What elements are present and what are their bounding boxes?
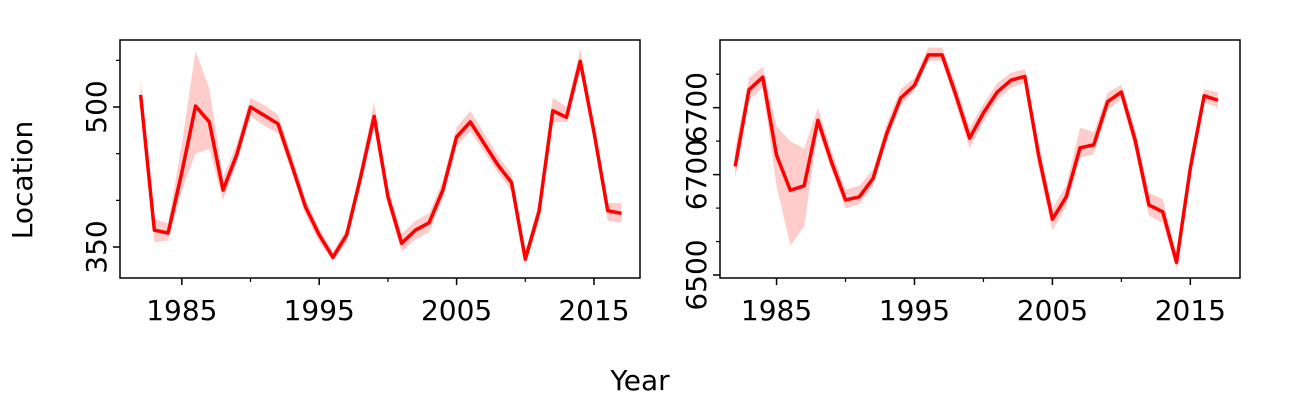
x-tick-label: 1995 <box>879 294 950 327</box>
y-axis-label: Location <box>6 121 39 239</box>
x-tick-label: 2005 <box>1017 294 1088 327</box>
x-tick-label: 2005 <box>421 294 492 327</box>
line <box>733 53 1219 265</box>
y-tick-label: 350 <box>80 220 113 273</box>
y-tick-label: 6700 <box>680 72 713 143</box>
y-tick-label: 500 <box>80 80 113 133</box>
x-tick-label: 1985 <box>741 294 812 327</box>
x-axis-label: Year <box>609 364 670 397</box>
x-tick-label: 1985 <box>146 294 217 327</box>
x-tick-label: 1995 <box>284 294 355 327</box>
y-tick-label: 6700 <box>680 139 713 210</box>
x-tick-label: 2015 <box>558 294 629 327</box>
line <box>138 59 622 261</box>
y-tick-label: 6500 <box>680 239 713 310</box>
plot-frame <box>719 39 1241 279</box>
x-tick-label: 2015 <box>1155 294 1226 327</box>
confidence-band <box>735 47 1218 270</box>
plot-frame <box>119 39 641 279</box>
